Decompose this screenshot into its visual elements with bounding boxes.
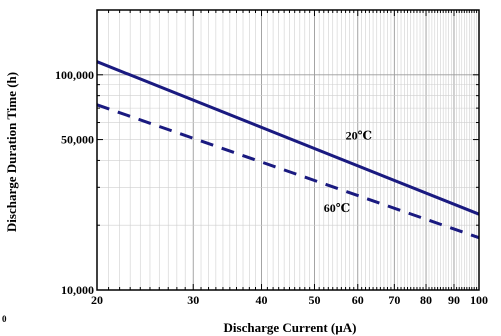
y-tick-label: 50,000 (61, 133, 94, 147)
x-tick-label: 50 (308, 293, 320, 307)
series-labels: 20℃ 60℃ (324, 129, 372, 216)
series-line (96, 60, 480, 216)
series-lines (96, 60, 480, 240)
plot-frame (96, 9, 480, 291)
grid (97, 10, 479, 290)
series-label: 60℃ (324, 201, 350, 215)
series-label: 20℃ (346, 129, 372, 143)
x-tick-label: 30 (187, 293, 199, 307)
y-tick-label: 100,000 (55, 68, 94, 82)
x-tick-label: 20 (91, 293, 103, 307)
x-tick-label: 90 (448, 293, 460, 307)
y-axis-label: Discharge Duration Time (h) (4, 72, 19, 232)
tick-labels: 20 30 40 50 60 70 80 90 100 10,000 50,000 100,000 (55, 68, 488, 307)
x-tick-label: 40 (256, 293, 268, 307)
x-tick-label: 100 (470, 293, 488, 307)
tick-marks (97, 10, 479, 290)
corner-label: 0 (2, 314, 7, 324)
series-line (96, 103, 480, 240)
x-axis-label: Discharge Current (µA) (224, 320, 357, 335)
x-tick-label: 80 (420, 293, 432, 307)
x-tick-label: 60 (352, 293, 364, 307)
x-tick-label: 70 (388, 293, 400, 307)
y-tick-label: 10,000 (61, 283, 94, 297)
